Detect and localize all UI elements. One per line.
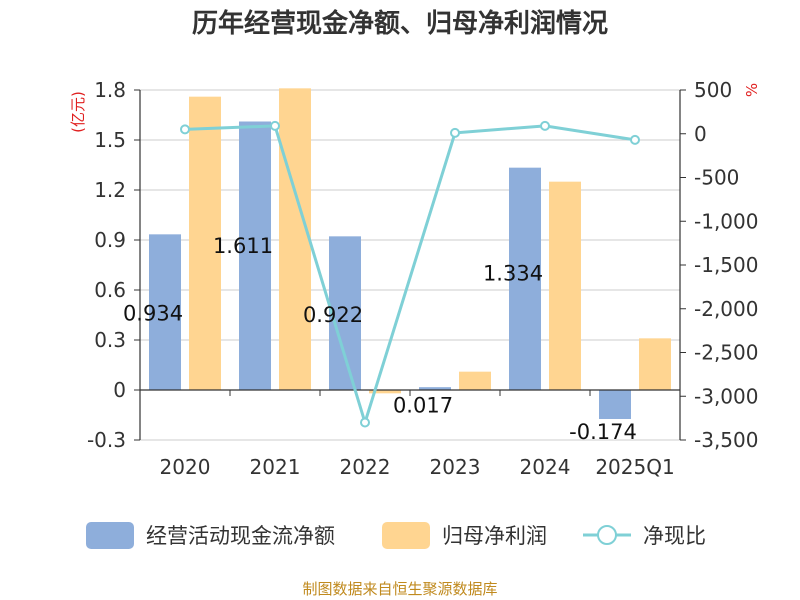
bar-netprofit-2024	[549, 181, 581, 390]
y-right-tick-label: -500	[694, 166, 739, 190]
legend-marker	[597, 525, 617, 545]
y-right-tick-label: -1,500	[694, 253, 758, 277]
legend-swatch	[382, 522, 430, 549]
bar-cashflow-2020	[149, 234, 181, 390]
x-tick-label: 2020	[160, 455, 211, 479]
bars	[149, 88, 671, 419]
ratio-point	[180, 124, 190, 135]
bar-netprofit-2020	[189, 96, 221, 391]
y-right-tick-label: -2,500	[694, 341, 758, 365]
ratio-point	[540, 120, 550, 131]
ratio-point	[630, 134, 640, 145]
ratio-point	[270, 120, 280, 131]
y-left-tick-label: 1.5	[94, 128, 126, 152]
right-axis-unit: %	[743, 83, 761, 97]
data-label: 0.922	[303, 303, 363, 327]
bar-cashflow-2025Q1	[599, 390, 631, 419]
y-left-tick-label: 0	[113, 378, 126, 402]
y-left-tick-label: 1.2	[94, 178, 126, 202]
ratio-line	[184, 124, 636, 428]
x-tick-label: 2023	[430, 455, 481, 479]
bar-netprofit-2022	[369, 390, 401, 394]
y-left-tick-label: 0.9	[94, 228, 126, 252]
ratio-point	[360, 417, 370, 428]
data-label: 0.934	[123, 302, 183, 326]
x-tick-label: 2022	[340, 455, 391, 479]
y-right-tick-label: -3,500	[694, 428, 758, 452]
bar-cashflow-2024	[509, 167, 541, 390]
legend-swatch	[86, 522, 134, 549]
y-right-tick-label: -1,000	[694, 209, 758, 233]
bar-cashflow-2021	[239, 121, 271, 390]
legend: 经营活动现金流净额 归母净利润 净现比	[86, 522, 706, 549]
bar-cashflow-2023	[419, 387, 451, 390]
data-label: 0.017	[393, 393, 453, 417]
left-axis-unit: (亿元)	[69, 91, 87, 133]
x-tick-label: 2025Q1	[595, 455, 674, 479]
y-right-tick-label: -2,000	[694, 297, 758, 321]
x-tick-label: 2021	[250, 455, 301, 479]
bar-netprofit-2025Q1	[639, 338, 671, 390]
data-label: -0.174	[569, 420, 637, 444]
y-left-tick-label: 0.3	[94, 328, 126, 352]
bar-cashflow-2022	[329, 236, 361, 390]
y-right-tick-label: -3,000	[694, 384, 758, 408]
source-note: 制图数据来自恒生聚源数据库	[302, 580, 497, 598]
legend-label: 净现比	[643, 524, 706, 548]
legend-label: 经营活动现金流净额	[146, 524, 335, 548]
x-tick-label: 2024	[520, 455, 571, 479]
y-right-tick-label: 0	[694, 122, 707, 146]
ratio-point	[450, 127, 460, 138]
bar-netprofit-2021	[279, 88, 311, 390]
y-right-tick-label: 500	[694, 78, 732, 102]
data-labels: 0.934 1.611 0.922 0.017 1.334 -0.174	[123, 234, 637, 444]
y-left-tick-label: -0.3	[87, 428, 126, 452]
axes: -0.3 0 0.3 0.6 0.9 1.2 1.5 1.8 -3,500 -3,000 -2,50…	[87, 78, 759, 479]
data-label: 1.334	[483, 262, 543, 286]
chart-title: 历年经营现金净额、归母净利润情况	[192, 8, 608, 39]
bar-netprofit-2023	[459, 371, 491, 390]
y-left-tick-label: 1.8	[94, 78, 126, 102]
legend-label: 归母净利润	[442, 524, 547, 548]
line-series	[180, 120, 640, 428]
data-label: 1.611	[213, 234, 273, 258]
y-left-tick-label: 0.6	[94, 278, 126, 302]
